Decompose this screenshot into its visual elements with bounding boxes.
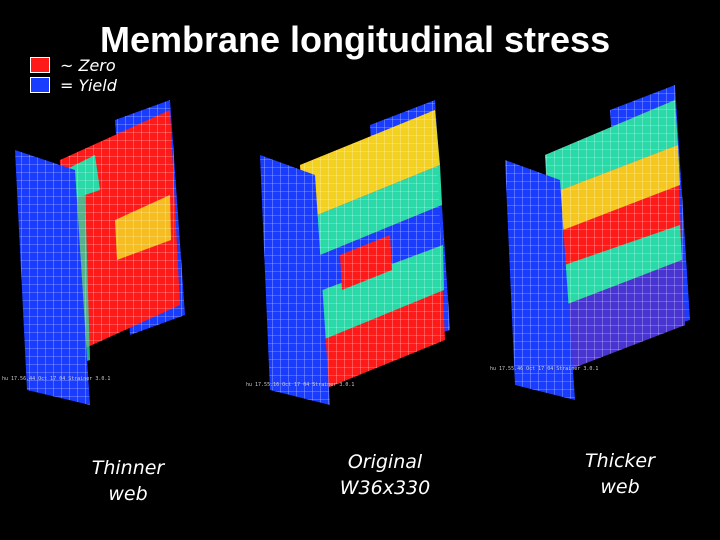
caption-thinner: Thinner web — [48, 455, 208, 507]
legend-yield-swatch — [30, 77, 50, 93]
caption-thinner-line1: Thinner — [91, 457, 165, 479]
legend-yield: = Yield — [30, 75, 117, 95]
caption-original-line1: Original — [347, 451, 423, 473]
stress-legend: ~ Zero = Yield — [30, 55, 117, 95]
caption-original-line2: W36x330 — [339, 477, 431, 499]
caption-thinner-line2: web — [108, 483, 148, 505]
legend-yield-label: = Yield — [60, 75, 117, 95]
caption-thicker-line1: Thicker — [585, 450, 655, 472]
panel-3-stamp: hu 17.55.46 Oct 17 04 Strainer 3.0.1 — [490, 366, 599, 372]
slide-title: Membrane longitudinal stress — [100, 19, 611, 60]
thicker-web-contour — [505, 85, 690, 400]
caption-thicker-line2: web — [600, 476, 640, 498]
legend-zero-label: ~ Zero — [60, 55, 116, 75]
legend-zero-swatch — [30, 57, 50, 73]
legend-zero: ~ Zero — [30, 55, 117, 75]
thinner-web-contour — [15, 100, 185, 405]
caption-original: Original W36x330 — [305, 449, 465, 501]
panel-2-stamp: hu 17.55.16 Oct 17 04 Strainer 3.0.1 — [246, 382, 355, 388]
caption-thicker: Thicker web — [540, 448, 700, 500]
panel-1-stamp: hu 17.56.44 Oct 17 04 Strainer 3.0.1 — [2, 376, 111, 382]
original-web-contour — [260, 100, 450, 405]
